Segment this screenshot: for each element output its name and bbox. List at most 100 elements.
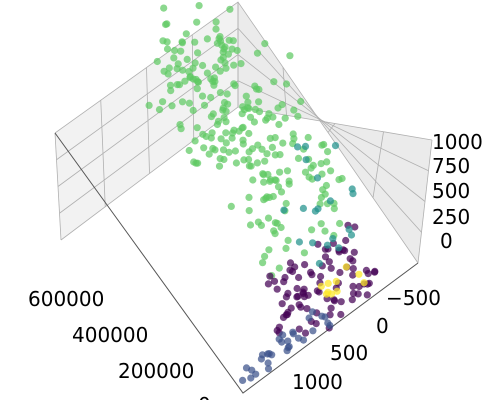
data-point	[183, 55, 191, 64]
data-point	[244, 98, 252, 106]
data-point	[247, 374, 255, 382]
data-point	[284, 344, 292, 352]
data-point	[265, 246, 273, 254]
data-point	[226, 5, 234, 13]
data-point	[222, 107, 230, 115]
data-point	[194, 49, 202, 57]
data-point	[191, 38, 199, 46]
data-point	[160, 4, 168, 12]
data-point	[301, 168, 310, 176]
data-point	[193, 18, 201, 26]
data-point	[281, 273, 289, 282]
data-point	[249, 176, 257, 184]
data-point	[251, 82, 259, 90]
data-point	[217, 37, 225, 45]
data-point	[364, 270, 372, 278]
data-point	[231, 82, 239, 90]
data-point	[295, 273, 303, 282]
data-point	[264, 365, 273, 373]
data-point	[253, 49, 262, 57]
data-point	[225, 148, 233, 156]
data-point	[222, 64, 230, 72]
data-point	[301, 142, 310, 150]
data-point	[300, 249, 308, 257]
data-point	[185, 99, 193, 107]
data-point	[168, 102, 176, 110]
data-point	[297, 97, 305, 106]
data-point	[208, 129, 216, 137]
data-point	[294, 154, 303, 162]
z-tick-label: 500	[432, 179, 470, 203]
data-point	[264, 280, 272, 288]
data-point	[337, 310, 345, 319]
data-point	[282, 293, 290, 301]
data-point	[371, 268, 379, 276]
data-point	[266, 272, 274, 280]
data-point	[333, 287, 341, 295]
data-point	[307, 268, 315, 276]
data-point	[317, 220, 325, 228]
data-point	[213, 120, 221, 129]
data-point	[175, 81, 184, 89]
data-point	[200, 144, 208, 152]
data-point	[349, 265, 357, 273]
data-point	[182, 30, 190, 38]
data-point	[324, 148, 332, 156]
data-point	[242, 364, 251, 372]
data-point	[262, 116, 270, 124]
data-point	[335, 176, 343, 184]
data-point	[342, 236, 350, 245]
data-point	[307, 164, 315, 172]
data-point	[216, 89, 224, 97]
data-point	[261, 157, 269, 165]
data-point	[145, 101, 153, 109]
data-point	[350, 248, 358, 256]
data-point	[324, 288, 332, 296]
data-point	[239, 136, 247, 144]
data-point	[318, 141, 326, 149]
data-point	[264, 350, 272, 358]
data-point	[219, 146, 228, 154]
data-point	[295, 325, 303, 333]
data-point	[212, 63, 220, 71]
grid-line	[191, 34, 195, 141]
data-point	[219, 53, 227, 62]
data-point	[342, 263, 350, 271]
data-point	[191, 137, 199, 145]
data-point	[289, 328, 297, 336]
data-point	[318, 312, 326, 320]
data-point	[308, 226, 316, 234]
data-point	[327, 304, 335, 312]
data-point	[193, 124, 201, 132]
data-point	[309, 239, 317, 247]
data-point	[194, 159, 202, 167]
data-point	[323, 158, 331, 166]
data-point	[212, 25, 220, 33]
data-point	[181, 77, 189, 85]
y-tick-label: −500	[386, 286, 441, 310]
x-tick-label: 400000	[72, 323, 148, 347]
data-point	[274, 183, 283, 191]
data-point	[336, 219, 344, 228]
data-point	[254, 141, 262, 149]
data-point	[189, 106, 197, 114]
data-point	[315, 259, 323, 268]
data-point	[185, 146, 193, 155]
data-point	[291, 263, 299, 271]
data-point	[199, 61, 207, 70]
data-point	[347, 231, 356, 239]
data-point	[246, 113, 255, 121]
data-point	[351, 223, 359, 231]
data-point	[222, 129, 230, 137]
data-point	[263, 150, 271, 158]
data-point	[294, 112, 302, 120]
data-point	[336, 268, 344, 277]
data-point	[295, 238, 303, 246]
data-point	[348, 296, 356, 304]
data-point	[164, 70, 172, 78]
data-point	[219, 48, 227, 56]
data-point	[222, 139, 230, 147]
data-point	[272, 176, 280, 184]
data-point	[215, 162, 224, 170]
